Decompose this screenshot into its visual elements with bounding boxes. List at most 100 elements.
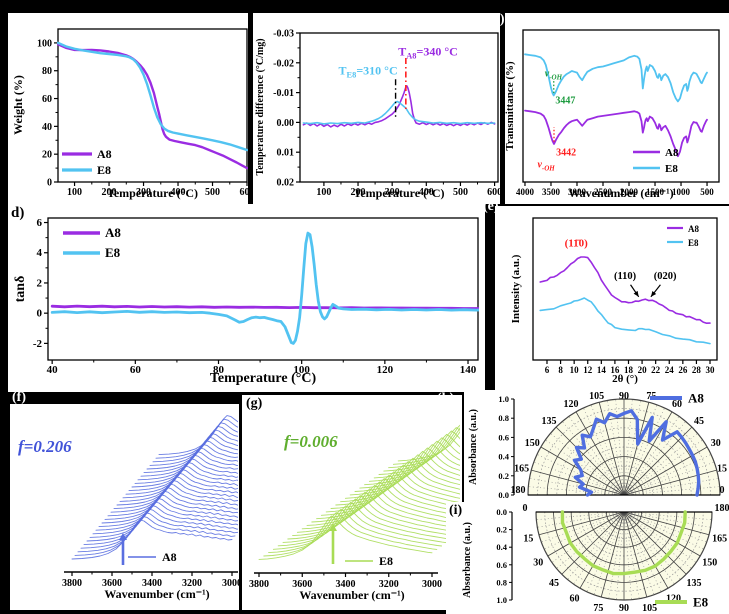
- series-group: [539, 256, 711, 345]
- r-tick-label: 0.6: [498, 432, 509, 442]
- plot-g: 3800 3600 3400 3200 3000 Wavenumber (cm⁻¹) f=0…: [249, 424, 460, 602]
- plot-frame: [57, 28, 248, 183]
- x-tick-label: 300: [385, 187, 400, 198]
- y-tick-label: 40: [42, 122, 52, 133]
- panel-polar-e8: 0.0 0.2 0.4 0.6 0.8 1.0 0 15 30 45 60 75 90 105 120 135…: [446, 502, 729, 614]
- angle-tick-label: 45: [694, 416, 704, 427]
- x-tick-label: 3400: [336, 579, 356, 590]
- x-tick-label: 4000: [516, 187, 535, 197]
- y-axis-label: Weight (%): [11, 75, 25, 135]
- ftir-chart: 4000 3500 3000 2500 2000 1500 1000 500 Wavenumbe…: [505, 29, 720, 200]
- arrow-head: [650, 291, 657, 297]
- x-tick-label: 3000: [222, 578, 239, 589]
- f-value-label: f=0.006: [284, 432, 338, 451]
- x-tick-label: 28: [692, 365, 702, 375]
- y-tick-label: 0.00: [277, 118, 295, 129]
- plot-a: 100 200 300 400 500 600 0 20 40 60 80 100 Temperatur…: [11, 28, 248, 200]
- x-tick-label: 22: [651, 365, 661, 375]
- legend-label: A8: [97, 147, 112, 161]
- panel-label-a: a): [10, 12, 22, 27]
- x-tick-label: 140: [460, 364, 477, 376]
- x-tick-label: 60: [130, 364, 142, 376]
- x-tick-label: 3000: [568, 187, 587, 197]
- series-e8-line: [539, 297, 711, 345]
- x-tick-label: 100: [293, 364, 310, 376]
- y-tick-label: 20: [42, 150, 52, 161]
- x-tick-label: 6: [545, 365, 550, 375]
- y-tick-label: 2: [37, 277, 43, 289]
- plot-i: 0.0 0.2 0.4 0.6 0.8 1.0 0 15 30 45 60 75 90 105 120 135…: [462, 503, 729, 614]
- annotation-text: 3447: [555, 96, 575, 107]
- x-tick-label: 400: [171, 187, 186, 198]
- x-tick-label: 3400: [142, 578, 162, 589]
- x-axis: 3800 3600 3400 3200 3000: [249, 572, 442, 590]
- x-tick-label: 500: [453, 187, 468, 198]
- legend-label: E8: [665, 163, 678, 175]
- r-tick-label: 0.8: [496, 577, 507, 587]
- panel-label-g: (g): [246, 396, 263, 411]
- x-axis: 40 60 80 100 120 140: [47, 360, 477, 376]
- x-tick-label: 80: [213, 364, 225, 376]
- panel-dta: 100 200 300 400 500 600 -0.03 -0.02 -0.01 0.00 0.0…: [253, 13, 500, 204]
- y-tick-label: 0: [37, 308, 43, 320]
- x-tick-label: 600: [240, 187, 249, 198]
- panel-label-i: (i): [449, 503, 463, 518]
- x-axis-label: 2θ (°): [612, 373, 638, 385]
- panel-polar-a8: 0.00.20.40.60.81.00153045607590105120135…: [464, 390, 729, 502]
- x-tick-label: 500: [205, 187, 220, 198]
- y-axis: -0.03 -0.02 -0.01 0.00 0.01 0.02: [273, 29, 300, 189]
- x-tick-label: 3600: [292, 579, 312, 590]
- x-axis-label: Wavenumber (cm⁻¹): [568, 186, 673, 200]
- panel-tand: 40 60 80 100 120 140 -2 0 2 4 6 Temperature (°C) tan…: [8, 204, 485, 392]
- legend-label: E8: [693, 595, 709, 610]
- legend-label: E8: [97, 163, 111, 177]
- annotation-text: ν-OH: [545, 68, 563, 81]
- y-axis-label: Intensity (a.u.): [510, 254, 522, 323]
- waterfall-a8-chart: 3800 3600 3400 3200 3000 Wavenumber (cm⁻¹) f=0…: [18, 415, 239, 601]
- panel-label-e: (e): [483, 199, 499, 214]
- angle-tick-label: 150: [702, 558, 717, 569]
- angle-tick-label: 60: [570, 594, 580, 605]
- x-tick-label: 3200: [379, 579, 399, 590]
- panel-waterfall-a8: 3800 3600 3400 3200 3000 Wavenumber (cm⁻¹) f=0…: [10, 404, 239, 610]
- y-tick-label: 0.01: [277, 148, 295, 159]
- series-e8-line: [57, 41, 248, 152]
- x-tick-label: 24: [665, 365, 675, 375]
- angle-tick-label: 165: [712, 534, 727, 545]
- x-tick-label: 18: [624, 365, 634, 375]
- y-tick-label: -2: [33, 338, 43, 350]
- series-group: [50, 231, 479, 345]
- angle-tick-label: 150: [525, 438, 540, 449]
- panel-tga: 100 200 300 400 500 600 0 20 40 60 80 100 Temperatur…: [8, 13, 248, 204]
- plot-frame: [47, 217, 479, 361]
- legend-label: A8: [162, 550, 177, 564]
- x-tick-label: 2000: [620, 187, 639, 197]
- x-axis: 4000 3500 3000 2500 2000 1500 1000 500: [516, 182, 714, 197]
- legend-label: A8: [688, 224, 699, 234]
- angle-tick-label: 135: [687, 578, 702, 589]
- waterfall-e8-chart: 3800 3600 3400 3200 3000 Wavenumber (cm⁻¹) f=0…: [249, 424, 460, 602]
- plot-d: 40 60 80 100 120 140 -2 0 2 4 6 Temperature (°C) tan…: [13, 217, 479, 386]
- angle-tick-label: 75: [593, 603, 603, 614]
- angle-tick-label: 45: [549, 578, 559, 589]
- y-tick-label: 6: [37, 217, 43, 229]
- series-e8-line: [50, 231, 479, 345]
- plot-f: 3800 3600 3400 3200 3000 Wavenumber (cm⁻¹) f=0…: [18, 415, 239, 601]
- plot-b: 100 200 300 400 500 600 -0.03 -0.02 -0.01 0.00 0.0…: [255, 29, 500, 201]
- panel-label-f: (f): [12, 390, 26, 405]
- x-axis: 100 200 300 400 500 600: [67, 182, 248, 198]
- x-tick-label: 12: [583, 365, 593, 375]
- y-tick-label: 60: [42, 94, 52, 105]
- legend-label: E8: [105, 245, 121, 260]
- angle-tick-label: 90: [619, 603, 629, 614]
- angle-tick-label: 135: [542, 416, 557, 427]
- y-axis: 0 20 40 60 80 100: [37, 38, 58, 189]
- x-tick-label: 1000: [672, 187, 691, 197]
- y-tick-label: 100: [37, 38, 52, 49]
- angle-tick-label: 120: [564, 399, 579, 410]
- x-tick-label: 200: [102, 187, 117, 198]
- series-a8-line: [524, 109, 708, 158]
- plot-frame: [522, 29, 720, 183]
- x-tick-label: 3800: [249, 579, 269, 590]
